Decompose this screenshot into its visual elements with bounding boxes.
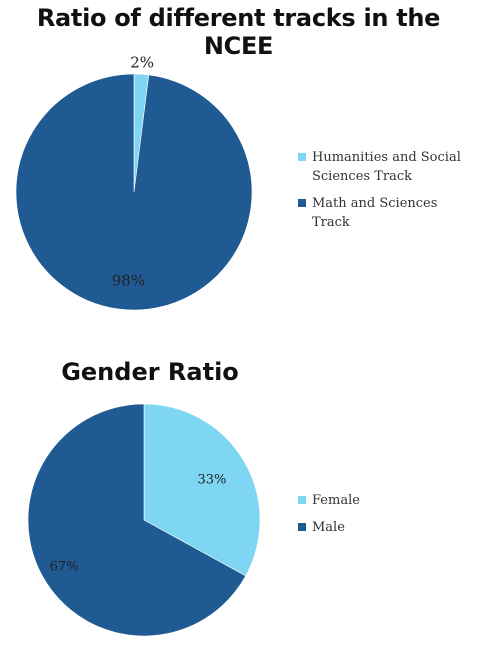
pie-slice-male	[27, 403, 247, 637]
data-label: 98%	[112, 271, 145, 289]
legend-item-female: Female	[298, 491, 458, 510]
legend-label: Female	[312, 493, 360, 508]
legend-label: Humanities and Social Sciences Track	[312, 150, 461, 184]
legend-item-male: Male	[298, 518, 458, 537]
legend: Humanities and Social Sciences Track Mat…	[298, 148, 476, 240]
legend-swatch	[298, 153, 306, 161]
legend-swatch	[298, 523, 306, 531]
gender-pie: 33% 67%	[27, 403, 261, 637]
chart-title: Gender Ratio	[61, 358, 239, 386]
legend-item-humanities: Humanities and Social Sciences Track	[298, 148, 476, 186]
legend-swatch	[298, 199, 306, 207]
data-label: 33%	[197, 472, 226, 487]
tracks-pie: 2% 98%	[15, 53, 253, 311]
legend-label: Math and Sciences Track	[312, 196, 438, 230]
legend: Female Male	[298, 491, 458, 545]
data-label: 2%	[130, 53, 154, 71]
pie-slice-female	[143, 403, 261, 577]
pie-slice-math-and-sciences-track	[15, 73, 253, 311]
legend-label: Male	[312, 520, 345, 535]
chart-title: Ratio of different tracks in the NCEE	[36, 4, 441, 60]
data-label: 67%	[50, 560, 79, 575]
legend-item-math-sciences: Math and Sciences Track	[298, 194, 476, 232]
tracks-chart: Ratio of different tracks in the NCEE 2%…	[15, 4, 476, 311]
gender-chart: Gender Ratio 33% 67% Female Male	[0, 330, 477, 649]
legend-swatch	[298, 496, 306, 504]
